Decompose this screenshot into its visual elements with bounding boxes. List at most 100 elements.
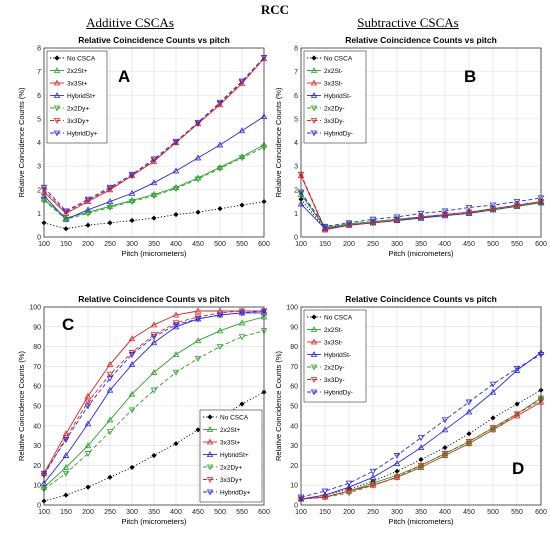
data-point (513, 199, 521, 205)
legend-entry: HybridDy+ (67, 131, 98, 138)
data-point (151, 215, 157, 221)
x-tick-label: 450 (463, 509, 475, 516)
legend-box (303, 309, 367, 403)
legend-entry: HybridSt- (324, 352, 351, 359)
data-point (84, 451, 92, 457)
y-tick-label: 20 (290, 463, 298, 470)
data-point (106, 386, 114, 393)
y-tick-label: 30 (290, 443, 298, 450)
data-point (194, 154, 202, 161)
data-point (62, 209, 70, 216)
data-point (128, 189, 136, 196)
x-tick-label: 300 (391, 509, 403, 516)
data-point (128, 407, 136, 414)
data-point (216, 344, 224, 351)
data-point (393, 459, 401, 466)
data-point (217, 206, 223, 212)
axes-frame (43, 47, 265, 238)
data-point (128, 335, 136, 342)
series-line-3x3st- (43, 310, 264, 474)
x-tick-label: 450 (192, 509, 204, 516)
x-tick-label: 300 (126, 241, 138, 248)
y-tick-label: 10 (33, 483, 41, 490)
legend-entry: 3x3St- (324, 340, 343, 347)
x-tick-label: 350 (415, 241, 427, 248)
y-tick-label: 0 (37, 235, 41, 242)
data-point (441, 451, 449, 457)
data-point (150, 157, 158, 164)
data-point (106, 202, 114, 209)
figure-title: RCC (260, 2, 290, 17)
x-tick-label: 200 (82, 241, 94, 248)
data-point (369, 468, 377, 475)
y-tick-label: 70 (290, 364, 298, 371)
legend-entry: HybridSt- (324, 93, 351, 100)
x-tick-label: 400 (170, 241, 182, 248)
data-point (85, 484, 91, 490)
panel-letter: C (62, 315, 74, 334)
y-tick-label: 1 (37, 211, 41, 218)
x-tick-label: 150 (319, 509, 331, 516)
data-point (194, 307, 202, 314)
series-line-2x2dy- (43, 330, 265, 490)
panel-letter: A (118, 67, 130, 86)
series-line-2x2st- (43, 316, 265, 488)
x-tick-label: 500 (214, 509, 226, 516)
x-tick-label: 300 (126, 509, 138, 516)
data-point (238, 155, 246, 162)
data-point (238, 319, 246, 326)
data-point (465, 399, 473, 406)
data-point (106, 360, 114, 367)
x-axis-label: Pitch (micrometers) (121, 517, 187, 526)
x-tick-label: 200 (82, 509, 94, 516)
legend-entry: No CSCA (324, 56, 353, 63)
legend-marker (53, 130, 61, 137)
y-axis-label: Relative Coincidence Counts (%) (17, 87, 26, 198)
series-line-hybriddy- (300, 191, 542, 227)
legend-marker (310, 105, 318, 112)
y-tick-label: 80 (290, 344, 298, 351)
y-tick-label: 20 (33, 463, 41, 470)
data-point (321, 223, 329, 230)
legend-entry: 3x3Dy- (324, 118, 345, 125)
data-point (63, 492, 69, 498)
data-point (128, 352, 136, 358)
axes-frame (43, 306, 265, 506)
data-point (466, 431, 472, 437)
y-tick-label: 0 (294, 235, 298, 242)
data-point (106, 375, 114, 382)
y-tick-label: 4 (37, 140, 41, 147)
y-axis-label: Relative Coincidence Counts (%) (274, 350, 283, 461)
legend-marker (310, 130, 318, 137)
data-point (129, 464, 135, 470)
data-point (393, 474, 401, 481)
legend-marker (206, 477, 214, 483)
x-tick-label: 150 (60, 241, 72, 248)
series-line-hybridst- (43, 116, 265, 220)
legend-entry: 3x3Dy- (324, 377, 345, 384)
x-axis-label: Pitch (micrometers) (388, 517, 454, 526)
data-point (172, 186, 180, 192)
legend-entry: 2x2Dy- (324, 365, 345, 372)
series-line-hybriddy- (43, 310, 265, 474)
series-layer (40, 54, 268, 232)
legend-marker (53, 105, 61, 112)
legend-entry: 2x2St+ (220, 427, 241, 434)
data-point (106, 198, 114, 205)
data-point (107, 474, 113, 480)
data-point (194, 316, 202, 323)
data-point (216, 312, 224, 319)
data-point (490, 415, 496, 421)
data-point (173, 211, 179, 218)
data-point (150, 191, 158, 197)
legend-entry: 2x2Dy- (324, 106, 345, 113)
panel-letter: B (464, 67, 476, 86)
chart-title: Relative Coincidence Counts vs pitch (78, 294, 230, 304)
data-point (172, 323, 180, 330)
legend-entry: HybridSt+ (67, 93, 96, 100)
series-layer (297, 349, 545, 503)
data-point (84, 210, 92, 217)
